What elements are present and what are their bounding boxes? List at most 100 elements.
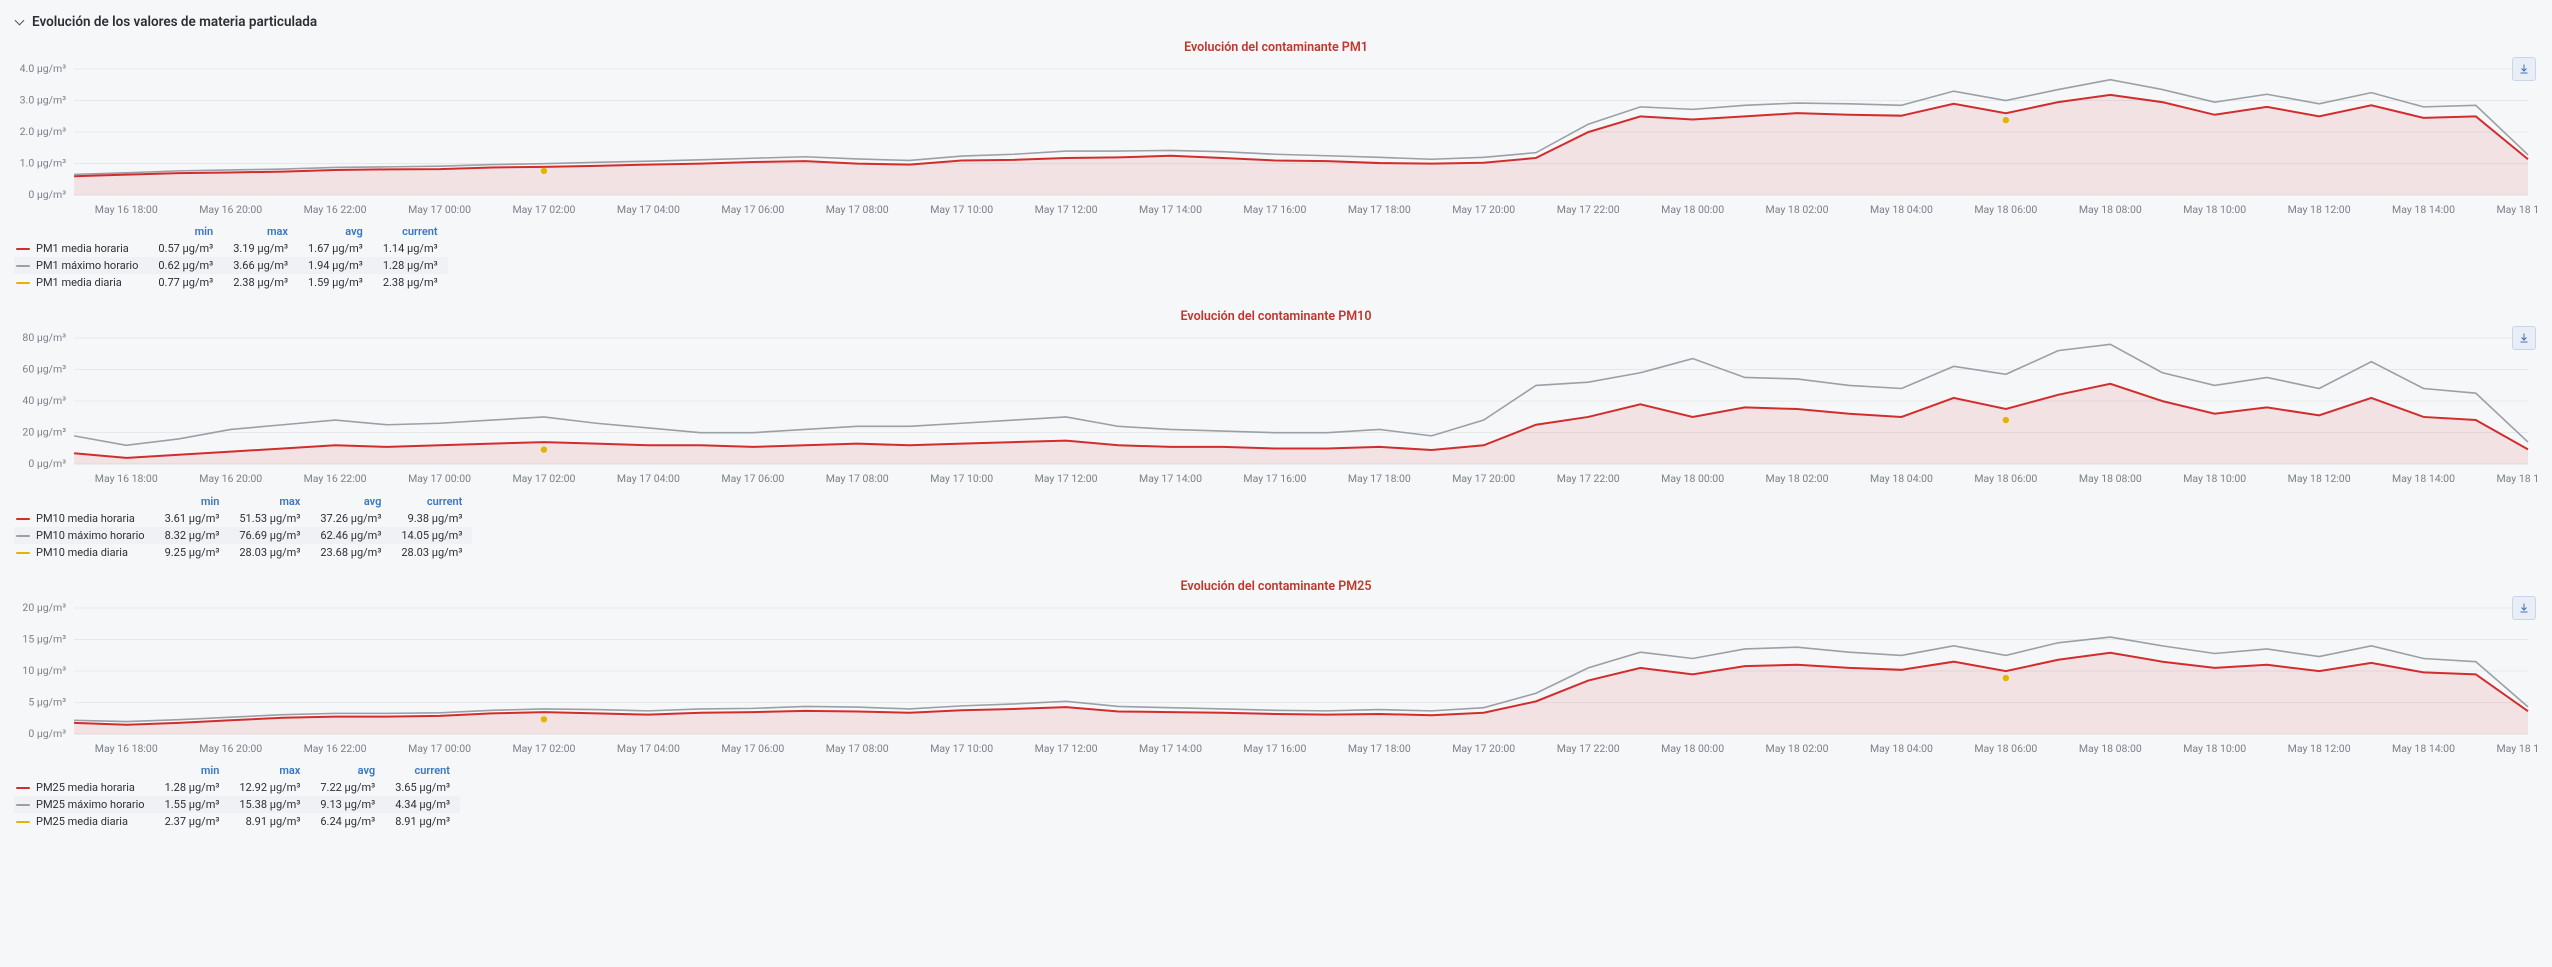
chevron-down-icon — [14, 16, 26, 28]
svg-text:May 18 06:00: May 18 06:00 — [1974, 742, 2037, 755]
svg-text:May 18 04:00: May 18 04:00 — [1870, 203, 1933, 216]
svg-text:May 17 00:00: May 17 00:00 — [408, 742, 471, 755]
download-button[interactable] — [2512, 326, 2536, 350]
svg-text:May 17 00:00: May 17 00:00 — [408, 472, 471, 485]
svg-text:May 17 08:00: May 17 08:00 — [826, 742, 889, 755]
svg-text:May 17 02:00: May 17 02:00 — [512, 203, 575, 216]
svg-text:May 17 18:00: May 17 18:00 — [1348, 472, 1411, 485]
svg-text:May 17 10:00: May 17 10:00 — [930, 472, 993, 485]
svg-text:May 17 08:00: May 17 08:00 — [826, 203, 889, 216]
svg-text:May 17 20:00: May 17 20:00 — [1452, 203, 1515, 216]
svg-text:May 17 08:00: May 17 08:00 — [826, 472, 889, 485]
legend-row[interactable]: PM10 media horaria 3.61 µg/m³51.53 µg/m³… — [14, 510, 472, 527]
svg-text:May 16 18:00: May 16 18:00 — [95, 203, 158, 216]
svg-text:May 18 00:00: May 18 00:00 — [1661, 742, 1724, 755]
svg-text:0 µg/m³: 0 µg/m³ — [28, 457, 66, 470]
svg-text:May 17 22:00: May 17 22:00 — [1557, 742, 1620, 755]
svg-text:May 16 18:00: May 16 18:00 — [95, 472, 158, 485]
svg-text:May 17 06:00: May 17 06:00 — [721, 742, 784, 755]
svg-text:3.0 µg/m³: 3.0 µg/m³ — [20, 93, 67, 106]
svg-text:May 17 04:00: May 17 04:00 — [617, 742, 680, 755]
svg-text:May 17 00:00: May 17 00:00 — [408, 203, 471, 216]
svg-text:May 18 02:00: May 18 02:00 — [1766, 203, 1829, 216]
svg-text:40 µg/m³: 40 µg/m³ — [22, 394, 66, 407]
svg-text:May 17 04:00: May 17 04:00 — [617, 472, 680, 485]
chart-svg: 0 µg/m³ 5 µg/m³ 10 µg/m³ 15 µg/m³ 20 µg/m³ M… — [14, 598, 2538, 758]
svg-text:May 18 10:00: May 18 10:00 — [2183, 742, 2246, 755]
svg-text:May 18 06:00: May 18 06:00 — [1974, 203, 2037, 216]
svg-text:May 17 14:00: May 17 14:00 — [1139, 203, 1202, 216]
svg-text:5 µg/m³: 5 µg/m³ — [28, 695, 66, 708]
legend-row[interactable]: PM10 media diaria 9.25 µg/m³28.03 µg/m³2… — [14, 544, 472, 561]
svg-text:May 16 20:00: May 16 20:00 — [199, 203, 262, 216]
legend-table: minmaxavgcurrent PM10 media horaria 3.61… — [14, 493, 2538, 561]
svg-text:May 18 12:00: May 18 12:00 — [2288, 472, 2351, 485]
svg-text:May 18 00:00: May 18 00:00 — [1661, 472, 1724, 485]
legend-row[interactable]: PM10 máximo horario 8.32 µg/m³76.69 µg/m… — [14, 527, 472, 544]
svg-text:May 17 18:00: May 17 18:00 — [1348, 203, 1411, 216]
legend-table: minmaxavgcurrent PM25 media horaria 1.28… — [14, 762, 2538, 830]
download-button[interactable] — [2512, 57, 2536, 81]
svg-text:May 17 12:00: May 17 12:00 — [1035, 472, 1098, 485]
svg-text:May 18 08:00: May 18 08:00 — [2079, 472, 2142, 485]
svg-text:May 17 12:00: May 17 12:00 — [1035, 203, 1098, 216]
svg-text:May 17 16:00: May 17 16:00 — [1243, 742, 1306, 755]
svg-text:May 18 06:00: May 18 06:00 — [1974, 472, 2037, 485]
svg-text:May 17 22:00: May 17 22:00 — [1557, 472, 1620, 485]
svg-text:May 18 16:00: May 18 16:00 — [2497, 472, 2538, 485]
legend-row[interactable]: PM25 media diaria 2.37 µg/m³8.91 µg/m³6.… — [14, 813, 460, 830]
svg-text:May 17 14:00: May 17 14:00 — [1139, 742, 1202, 755]
svg-text:80 µg/m³: 80 µg/m³ — [22, 331, 66, 344]
svg-text:May 17 06:00: May 17 06:00 — [721, 472, 784, 485]
chart-panel-pm10: Evolución del contaminante PM10 0 µg/m³2… — [14, 309, 2538, 560]
svg-text:May 17 06:00: May 17 06:00 — [721, 203, 784, 216]
svg-text:May 17 02:00: May 17 02:00 — [512, 742, 575, 755]
chart-panel-pm1: Evolución del contaminante PM1 0 µg/m³1.… — [14, 40, 2538, 291]
svg-text:May 18 14:00: May 18 14:00 — [2392, 742, 2455, 755]
svg-text:May 18 04:00: May 18 04:00 — [1870, 472, 1933, 485]
section-header[interactable]: Evolución de los valores de materia part… — [14, 14, 2538, 30]
chart-svg: 0 µg/m³20 µg/m³40 µg/m³60 µg/m³80 µg/m³ … — [14, 328, 2538, 488]
svg-text:60 µg/m³: 60 µg/m³ — [22, 363, 66, 376]
svg-text:May 18 08:00: May 18 08:00 — [2079, 203, 2142, 216]
svg-text:20 µg/m³: 20 µg/m³ — [22, 600, 66, 613]
svg-text:0 µg/m³: 0 µg/m³ — [28, 726, 66, 739]
svg-text:May 18 02:00: May 18 02:00 — [1766, 472, 1829, 485]
svg-text:May 17 12:00: May 17 12:00 — [1035, 742, 1098, 755]
svg-text:May 17 10:00: May 17 10:00 — [930, 203, 993, 216]
svg-text:May 16 22:00: May 16 22:00 — [304, 203, 367, 216]
svg-text:May 18 10:00: May 18 10:00 — [2183, 472, 2246, 485]
svg-text:May 16 20:00: May 16 20:00 — [199, 742, 262, 755]
chart-svg: 0 µg/m³1.0 µg/m³2.0 µg/m³3.0 µg/m³4.0 µg… — [14, 59, 2538, 219]
svg-text:May 17 16:00: May 17 16:00 — [1243, 472, 1306, 485]
svg-text:May 17 22:00: May 17 22:00 — [1557, 203, 1620, 216]
svg-text:May 17 10:00: May 17 10:00 — [930, 742, 993, 755]
svg-text:May 16 22:00: May 16 22:00 — [304, 472, 367, 485]
svg-text:10 µg/m³: 10 µg/m³ — [22, 663, 66, 676]
svg-text:4.0 µg/m³: 4.0 µg/m³ — [20, 62, 67, 75]
svg-text:May 16 18:00: May 16 18:00 — [95, 742, 158, 755]
svg-text:May 18 16:00: May 18 16:00 — [2497, 742, 2538, 755]
legend-row[interactable]: PM1 media horaria 0.57 µg/m³3.19 µg/m³1.… — [14, 240, 448, 257]
svg-text:May 17 18:00: May 17 18:00 — [1348, 742, 1411, 755]
svg-text:May 18 14:00: May 18 14:00 — [2392, 203, 2455, 216]
chart-panel-pm25: Evolución del contaminante PM25 0 µg/m³5… — [14, 579, 2538, 830]
legend-row[interactable]: PM25 máximo horario 1.55 µg/m³15.38 µg/m… — [14, 796, 460, 813]
legend-table: minmaxavgcurrent PM1 media horaria 0.57 … — [14, 223, 2538, 291]
legend-row[interactable]: PM1 media diaria 0.77 µg/m³2.38 µg/m³1.5… — [14, 274, 448, 291]
svg-text:May 16 22:00: May 16 22:00 — [304, 742, 367, 755]
svg-text:0 µg/m³: 0 µg/m³ — [28, 188, 66, 201]
legend-row[interactable]: PM1 máximo horario 0.62 µg/m³3.66 µg/m³1… — [14, 257, 448, 274]
legend-row[interactable]: PM25 media horaria 1.28 µg/m³12.92 µg/m³… — [14, 779, 460, 796]
download-button[interactable] — [2512, 596, 2536, 620]
svg-text:May 17 20:00: May 17 20:00 — [1452, 472, 1515, 485]
svg-text:15 µg/m³: 15 µg/m³ — [22, 632, 66, 645]
svg-text:May 18 00:00: May 18 00:00 — [1661, 203, 1724, 216]
svg-text:2.0 µg/m³: 2.0 µg/m³ — [20, 125, 67, 138]
svg-text:May 18 12:00: May 18 12:00 — [2288, 742, 2351, 755]
svg-text:May 18 10:00: May 18 10:00 — [2183, 203, 2246, 216]
svg-text:20 µg/m³: 20 µg/m³ — [22, 426, 66, 439]
svg-text:May 17 16:00: May 17 16:00 — [1243, 203, 1306, 216]
svg-text:May 18 08:00: May 18 08:00 — [2079, 742, 2142, 755]
chart-title: Evolución del contaminante PM1 — [14, 40, 2538, 55]
